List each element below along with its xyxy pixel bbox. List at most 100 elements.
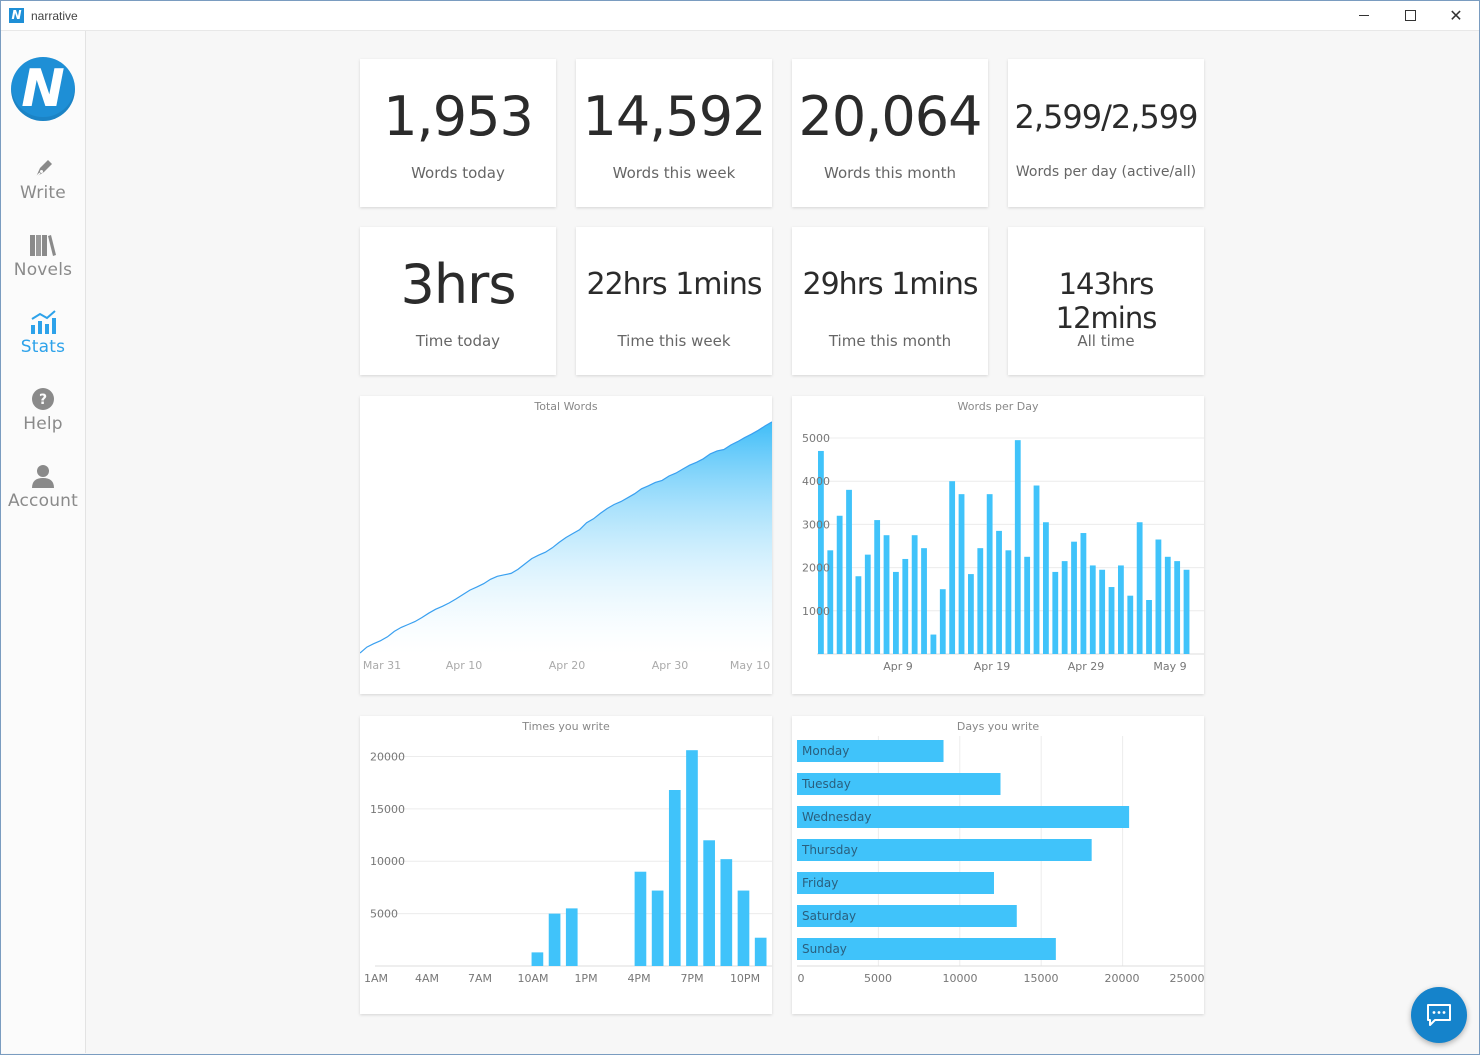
words-per-day-bar — [1108, 587, 1115, 654]
words-per-day-bar — [939, 589, 946, 654]
words-per-day-bar — [1164, 556, 1171, 654]
words-per-day-bar — [827, 550, 834, 654]
x-tick-label: Apr 9 — [883, 660, 913, 673]
words-per-day-bar — [1099, 569, 1106, 654]
minimize-button[interactable] — [1341, 0, 1387, 31]
maximize-icon — [1404, 10, 1416, 21]
times-you-write-bar — [668, 790, 681, 966]
y-tick-label: 20000 — [370, 750, 405, 763]
stat-card-time-week: 22hrs 1mins Time this week — [576, 227, 772, 375]
stat-card-time-all: 143hrs 12mins All time — [1008, 227, 1204, 375]
chart-title: Total Words — [534, 400, 598, 413]
chat-icon — [1427, 1004, 1451, 1026]
x-tick-label: 10000 — [943, 972, 978, 985]
bar-label: Sunday — [802, 942, 847, 956]
chart-title: Days you write — [956, 720, 1040, 733]
stat-label: Words per day (active/all) — [1015, 164, 1197, 180]
sidebar-item-label: Novels — [13, 260, 73, 280]
close-icon: ✕ — [1449, 6, 1463, 25]
y-tick-label: 10000 — [370, 855, 405, 868]
sidebar-item-stats[interactable]: Stats — [1, 309, 85, 357]
x-tick-label: 7PM — [680, 972, 703, 985]
stat-card-words-month: 20,064 Words this month — [792, 59, 988, 207]
days-you-write-bar — [797, 938, 1056, 960]
x-tick-label: 5000 — [864, 972, 892, 985]
stat-value: 1,953 — [383, 85, 534, 148]
maximize-button[interactable] — [1387, 0, 1433, 31]
words-per-day-bar — [949, 481, 956, 654]
times-you-write-bar — [565, 908, 578, 966]
stat-value: 29hrs 1mins — [802, 267, 979, 302]
chat-button[interactable] — [1411, 987, 1467, 1043]
help-icon: ? — [32, 388, 54, 410]
words-per-day-bar — [1127, 595, 1134, 654]
words-per-day-chart-card: Words per Day 5000 4000 3000 2000 1000 Apr 9 A… — [792, 396, 1204, 694]
sidebar: N Write Novels Stats ? — [1, 31, 86, 1053]
words-per-day-bar — [1136, 522, 1143, 654]
narrative-logo[interactable]: N — [11, 57, 75, 121]
words-per-day-bar — [986, 494, 993, 654]
days-you-write-bar — [797, 839, 1092, 861]
words-per-day-bar — [1080, 533, 1087, 654]
words-per-day-bar — [855, 576, 862, 654]
words-per-day-bar — [1183, 569, 1190, 654]
x-tick-label: 10PM — [730, 972, 760, 985]
days-you-write-bar — [797, 872, 994, 894]
books-icon — [30, 235, 56, 256]
x-tick-label: Mar 31 — [363, 659, 401, 672]
pen-icon — [35, 160, 52, 178]
words-per-day-bar — [818, 450, 824, 654]
x-tick-label: Apr 10 — [446, 659, 483, 672]
stat-value: 14,592 — [582, 85, 767, 148]
stat-card-words-per-day: 2,599/2,599 Words per day (active/all) — [1008, 59, 1204, 207]
x-tick-label: Apr 30 — [652, 659, 689, 672]
sidebar-item-novels[interactable]: Novels — [1, 232, 85, 280]
bar-label: Friday — [802, 876, 838, 890]
stat-card-time-today: 3hrs Time today — [360, 227, 556, 375]
sidebar-item-label: Stats — [20, 337, 66, 357]
chart-title: Words per Day — [957, 400, 1039, 413]
words-per-day-bar — [996, 530, 1002, 654]
x-tick-label: 1AM — [364, 972, 388, 985]
words-per-day-bar — [1118, 565, 1124, 654]
days-you-write-bar — [797, 806, 1130, 828]
stat-value: 20,064 — [798, 85, 983, 148]
times-you-write-bar — [686, 750, 698, 966]
times-you-write-chart: 20000 15000 10000 5000 1AM 4AM 7AM 10AM 1PM 4PM 7P… — [364, 750, 772, 985]
days-you-write-chart: Monday Tuesday Wednesday Thursday Friday Satu… — [797, 736, 1204, 985]
times-you-write-bar — [754, 937, 767, 966]
bar-label: Tuesday — [801, 777, 851, 791]
stat-label: Time today — [415, 332, 501, 350]
words-per-day-bar — [977, 548, 984, 654]
stat-value: 22hrs 1mins — [586, 267, 763, 302]
y-tick-label: 5000 — [802, 432, 830, 445]
x-tick-label: 4AM — [415, 972, 439, 985]
sidebar-item-label: Write — [20, 183, 66, 203]
words-per-day-bar — [883, 535, 890, 654]
close-button[interactable]: ✕ — [1433, 0, 1479, 31]
stat-value: 2,599/2,599 — [1014, 98, 1199, 136]
svg-text:?: ? — [39, 392, 47, 408]
sidebar-item-label: Help — [23, 414, 63, 434]
stat-label: Time this month — [828, 332, 952, 350]
sidebar-item-account[interactable]: Account — [1, 463, 85, 511]
words-per-day-bar — [1024, 556, 1031, 654]
times-you-write-bar — [548, 913, 561, 966]
times-you-write-bar — [531, 952, 544, 966]
stat-label: Words this month — [824, 164, 956, 182]
days-you-write-bar — [797, 773, 1001, 795]
words-per-day-bar — [930, 634, 937, 654]
x-tick-label: May 10 — [730, 659, 770, 672]
bar-label: Monday — [802, 744, 849, 758]
words-per-day-chart: 5000 4000 3000 2000 1000 Apr 9 Apr 19 Apr 29 May… — [802, 432, 1204, 673]
words-per-day-bar — [902, 558, 909, 654]
sidebar-item-write[interactable]: Write — [1, 155, 85, 203]
times-you-write-bar — [737, 890, 750, 966]
stat-card-words-week: 14,592 Words this week — [576, 59, 772, 207]
words-per-day-bar — [1014, 440, 1021, 654]
sidebar-item-help[interactable]: ? Help — [1, 386, 85, 434]
words-per-day-bar — [921, 548, 927, 654]
x-tick-label: 10AM — [517, 972, 548, 985]
words-per-day-bar — [1052, 571, 1059, 654]
stat-label: Words this week — [612, 164, 736, 182]
